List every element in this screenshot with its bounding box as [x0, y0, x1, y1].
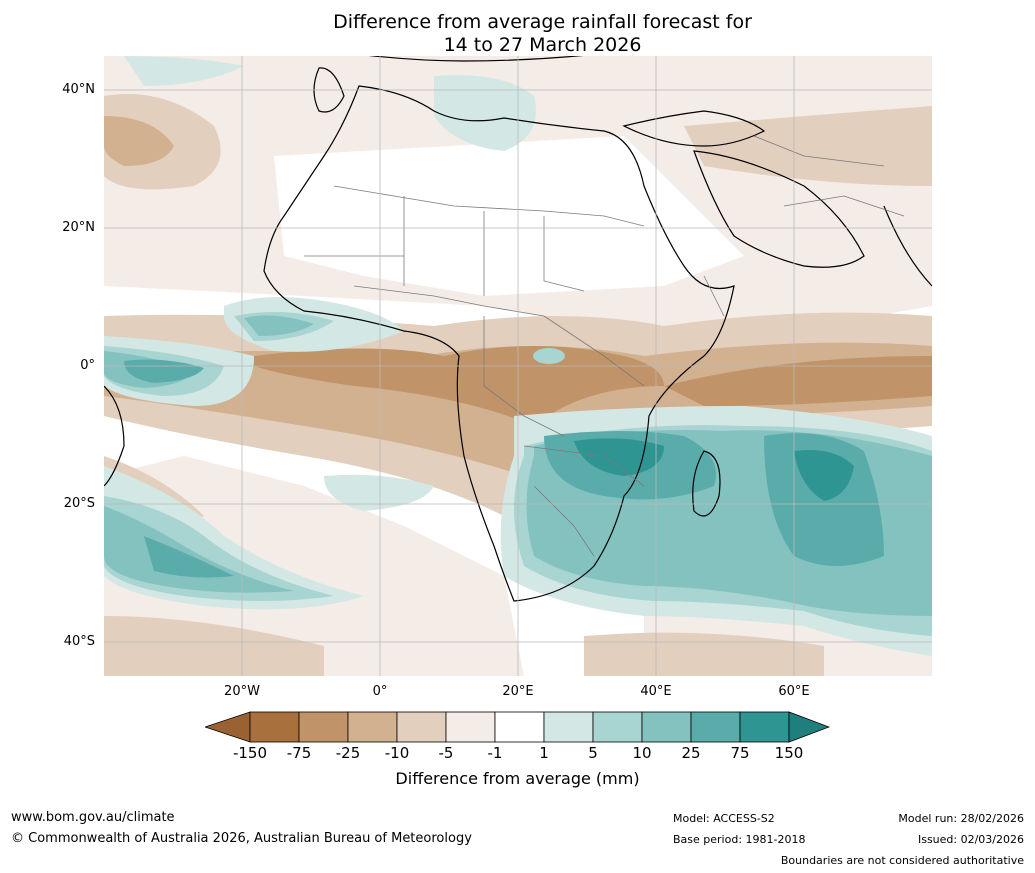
colorbar-tick: 150: [774, 744, 804, 762]
colorbar-label: Difference from average (mm): [395, 769, 640, 788]
colorbar-bin-wet-1: [543, 711, 594, 743]
colorbar-tick: -10: [384, 744, 410, 762]
lon-label-20w: 20°W: [224, 684, 260, 699]
model-name: Model: ACCESS-S2: [673, 812, 775, 825]
colorbar-tick: 5: [588, 744, 598, 762]
colorbar-bin-dry-2: [396, 711, 447, 743]
copyright-text: © Commonwealth of Australia 2026, Austra…: [11, 831, 472, 846]
lat-label-0: 0°: [80, 358, 95, 373]
coastlines: [104, 56, 932, 602]
website-link[interactable]: www.bom.gov.au/climate: [11, 810, 175, 825]
map-title-line-1: Difference from average rainfall forecas…: [333, 11, 752, 33]
colorbar-bin-dry-5: [249, 711, 300, 743]
colorbar-bin-dry-4: [298, 711, 349, 743]
colorbar-tick: 10: [632, 744, 652, 762]
colorbar-tick: 75: [730, 744, 750, 762]
boundaries-disclaimer: Boundaries are not considered authoritat…: [780, 854, 1024, 867]
colorbar-bin-neutral: [494, 711, 545, 743]
colorbar-tick: -150: [232, 744, 268, 762]
country-borders: [304, 135, 905, 557]
colorbar-tick: -1: [487, 744, 503, 762]
colorbar-extend-wet: [788, 711, 830, 743]
base-period: Base period: 1981-2018: [673, 833, 806, 846]
colorbar-bin-wet-4: [690, 711, 741, 743]
colorbar-tick: 1: [539, 744, 549, 762]
lat-label-40s: 40°S: [63, 634, 95, 649]
colorbar-bin-wet-2: [592, 711, 643, 743]
issued-date: Issued: 02/03/2026: [917, 833, 1024, 846]
colorbar-bin-wet-5: [739, 711, 790, 743]
colorbar-bin-dry-1: [445, 711, 496, 743]
lon-label-20e: 20°E: [502, 684, 534, 699]
lat-label-40n: 40°N: [62, 82, 95, 97]
colorbar-bin-wet-3: [641, 711, 692, 743]
colorbar-tick: 25: [681, 744, 701, 762]
lon-label-0: 0°: [372, 684, 388, 699]
colorbar-tick: -25: [335, 744, 361, 762]
graticule: [104, 56, 932, 676]
map-title-line-2: 14 to 27 March 2026: [443, 34, 642, 56]
colorbar-tick: -5: [438, 744, 454, 762]
wet-extreme-regions: [574, 438, 854, 501]
rainfall-anomaly-map: [104, 56, 932, 676]
lat-label-20s: 20°S: [63, 496, 95, 511]
colorbar-tick: -75: [286, 744, 312, 762]
lat-label-20n: 20°N: [62, 220, 95, 235]
colorbar-bin-dry-3: [347, 711, 398, 743]
lon-label-60e: 60°E: [778, 684, 810, 699]
model-run-date: Model run: 28/02/2026: [898, 812, 1024, 825]
colorbar-extend-dry: [205, 711, 251, 743]
colorbar: [205, 711, 830, 743]
lon-label-40e: 40°E: [640, 684, 672, 699]
